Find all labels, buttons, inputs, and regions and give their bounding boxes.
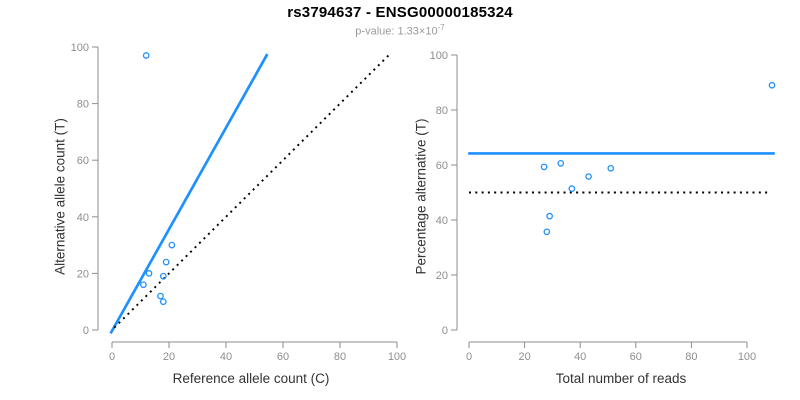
y-tick-label: 40	[436, 215, 448, 227]
x-tick-label: 80	[334, 351, 346, 363]
identity-line	[113, 54, 390, 329]
left-plot-yaxis-title: Alternative allele count (T)	[52, 118, 68, 275]
data-point	[540, 163, 548, 171]
data-point	[159, 272, 167, 280]
x-tick-label: 20	[163, 351, 175, 363]
x-tick-label: 80	[685, 351, 697, 363]
x-tick-label: 60	[277, 351, 289, 363]
data-point	[585, 173, 592, 180]
y-tick-label: 0	[442, 325, 448, 337]
y-tick-label: 80	[436, 105, 448, 117]
pvalue-text: p-value: 1.33×10	[355, 25, 438, 38]
y-tick-label: 60	[436, 160, 448, 172]
left-plot-xaxis-title: Reference allele count (C)	[172, 371, 330, 386]
data-point	[168, 241, 176, 249]
figure-subtitle: p-value: 1.33×10-7	[0, 23, 800, 38]
data-point	[159, 298, 167, 306]
x-tick-label: 0	[466, 351, 472, 363]
x-tick-label: 100	[738, 351, 756, 363]
x-tick-label: 0	[109, 351, 115, 363]
x-tick-label: 20	[518, 351, 530, 363]
y-tick-label: 100	[430, 50, 448, 62]
figure-title: rs3794637 - ENSG00000185324	[287, 4, 513, 21]
y-tick-label: 20	[436, 270, 448, 282]
y-tick-label: 40	[77, 212, 89, 224]
pvalue-exponent: -7	[437, 23, 445, 32]
data-point	[543, 228, 551, 236]
data-point	[145, 270, 153, 277]
data-point	[607, 164, 615, 172]
x-tick-label: 40	[220, 351, 232, 363]
data-point	[162, 258, 170, 266]
y-tick-label: 80	[77, 99, 89, 111]
y-tick-label: 100	[71, 42, 89, 54]
data-point	[768, 81, 776, 89]
right-plot-yaxis-title: Percentage alternative (T)	[413, 118, 429, 275]
y-tick-label: 60	[77, 155, 89, 167]
data-point	[557, 160, 565, 167]
data-point	[142, 52, 150, 59]
data-point	[568, 185, 576, 192]
data-point	[157, 292, 164, 300]
y-tick-label: 0	[83, 325, 89, 337]
x-tick-label: 100	[388, 351, 406, 363]
x-tick-label: 40	[574, 351, 586, 363]
right-plot-xaxis-title: Total number of reads	[555, 371, 687, 386]
fit-line	[109, 53, 269, 335]
data-point	[140, 281, 147, 289]
x-tick-label: 60	[630, 351, 642, 363]
y-tick-label: 20	[77, 268, 89, 280]
data-point	[546, 212, 553, 220]
